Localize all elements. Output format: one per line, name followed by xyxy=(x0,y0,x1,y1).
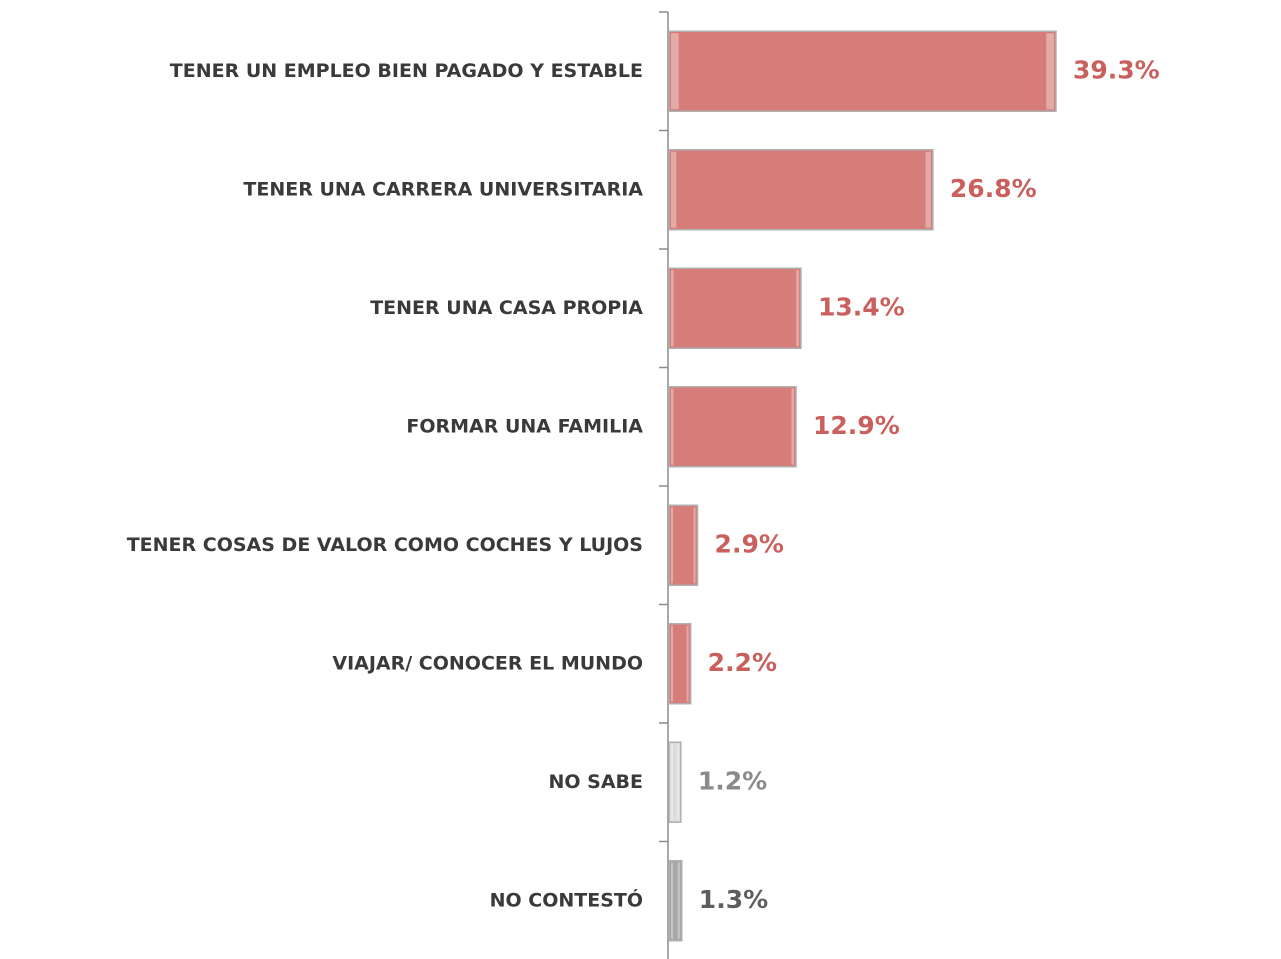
bar-highlight xyxy=(796,270,799,347)
value-label: 2.2% xyxy=(708,648,777,677)
bar-highlight xyxy=(686,625,689,702)
bar xyxy=(668,623,692,705)
category-label: TENER UNA CASA PROPIA xyxy=(370,297,643,319)
category-label: NO SABE xyxy=(548,771,643,793)
bar-highlight xyxy=(671,744,673,821)
value-label: 26.8% xyxy=(950,174,1037,203)
value-label: 1.3% xyxy=(699,885,768,914)
bar xyxy=(668,741,682,823)
value-label: 13.4% xyxy=(818,292,905,321)
bar-highlight xyxy=(676,744,679,821)
bar xyxy=(668,386,797,468)
category-label: TENER COSAS DE VALOR COMO COCHES Y LUJOS xyxy=(127,534,643,556)
bar-highlight xyxy=(925,151,931,228)
bar-highlight xyxy=(677,862,680,939)
value-label: 2.9% xyxy=(715,529,784,558)
bar xyxy=(668,149,934,231)
category-label: NO CONTESTÓ xyxy=(490,887,643,911)
bar xyxy=(668,30,1057,112)
bar-highlight xyxy=(1046,33,1054,110)
category-label: TENER UN EMPLEO BIEN PAGADO Y ESTABLE xyxy=(170,60,643,82)
value-label: 12.9% xyxy=(813,411,900,440)
bar xyxy=(668,860,683,942)
bar-highlight xyxy=(671,862,673,939)
bar xyxy=(668,504,699,586)
bar xyxy=(668,267,802,349)
bar-highlight xyxy=(693,507,696,584)
category-label: TENER UNA CARRERA UNIVERSITARIA xyxy=(243,178,643,200)
bar-highlight xyxy=(791,388,795,465)
value-label: 39.3% xyxy=(1073,55,1160,84)
category-label: FORMAR UNA FAMILIA xyxy=(406,415,643,437)
bar-highlight xyxy=(671,151,677,228)
bar-highlight xyxy=(671,270,674,347)
bar-highlight xyxy=(671,625,673,702)
bar-highlight xyxy=(671,33,679,110)
value-label: 1.2% xyxy=(698,766,767,795)
category-label: VIAJAR/ CONOCER EL MUNDO xyxy=(332,652,643,674)
bar-highlight xyxy=(671,388,674,465)
bar-highlight xyxy=(671,507,673,584)
